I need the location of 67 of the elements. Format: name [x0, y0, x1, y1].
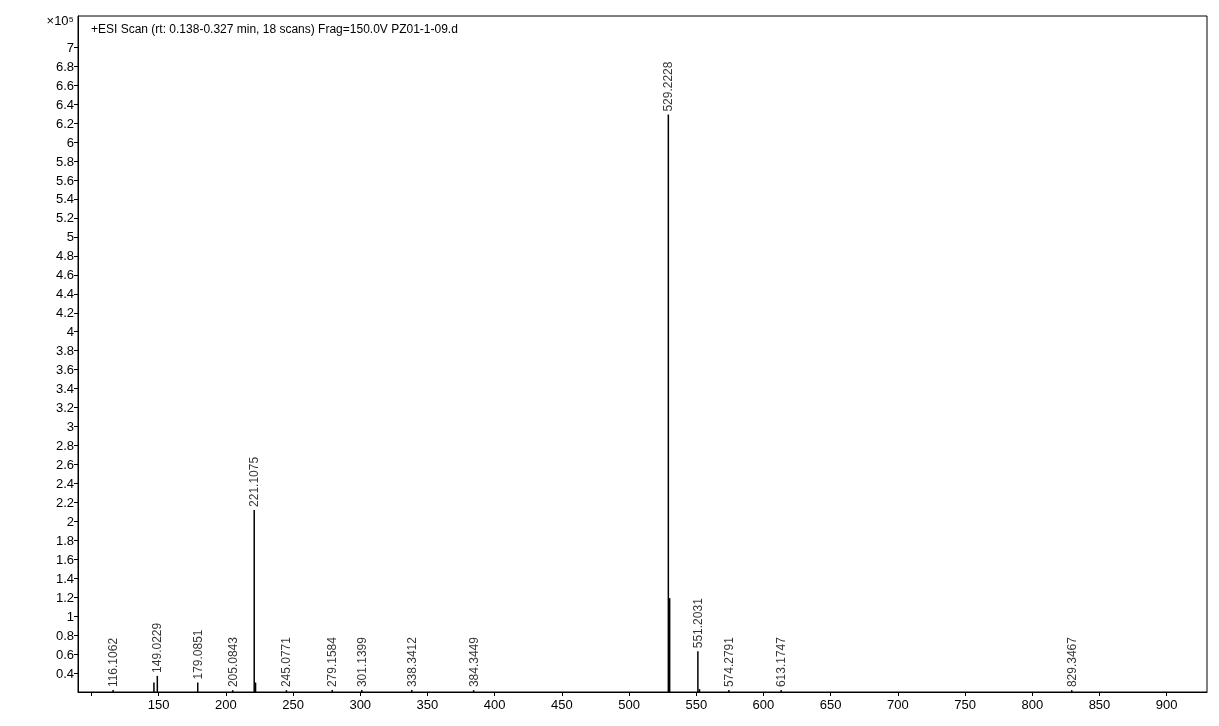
x-tick-label: 650	[819, 697, 842, 712]
x-tick-label: 900	[1155, 697, 1178, 712]
y-tick-label: 2.8	[55, 437, 74, 453]
y-tick-label: 5	[66, 229, 74, 245]
x-tick-label: 400	[483, 697, 506, 712]
x-tick-label: 150	[147, 697, 170, 712]
y-tick-label: 4.6	[55, 267, 74, 283]
annotation: 551.2031	[690, 597, 705, 649]
annotation: 574.2791	[721, 636, 736, 688]
y-tick-label: 6.6	[55, 77, 74, 93]
y-tick-label: 0.4	[55, 665, 74, 681]
annotation: 529.2228	[661, 61, 676, 112]
annotation: 205.0843	[225, 636, 240, 688]
y-tick-label: 3.4	[55, 381, 74, 397]
y-tick-label: 6.2	[55, 115, 74, 131]
y-axis-title: ×10⁵	[46, 13, 74, 28]
y-tick-label: 1.2	[55, 589, 74, 605]
x-tick-label: 200	[214, 697, 237, 712]
y-tick-label: 5.4	[55, 191, 74, 207]
annotation: 613.1747	[774, 636, 789, 688]
x-tick-label: 800	[1021, 697, 1044, 712]
y-tick-label: 4	[66, 324, 74, 340]
annotation: 384.3449	[466, 636, 481, 688]
x-tick-label: 700	[887, 697, 909, 712]
x-tick-label: 250	[282, 697, 304, 712]
y-tick-label: 1	[66, 608, 74, 624]
y-tick-label: 0.8	[55, 627, 74, 643]
y-tick-label: 6.4	[55, 96, 74, 112]
y-tick-label: 2.6	[55, 456, 74, 472]
y-tick-label: 1.4	[55, 570, 74, 586]
y-tick-label: 6.8	[55, 58, 74, 74]
annotation: 149.0229	[150, 622, 165, 673]
y-tick-label: 0.6	[55, 646, 74, 662]
annotation: 245.0771	[279, 636, 294, 688]
x-tick-label: 600	[752, 697, 775, 712]
text: +ESI Scan (rt: 0.138-0.327 min, 18 scans) Frag=150.0V PZ01-1-09.d	[91, 22, 458, 36]
y-tick-label: 1.6	[55, 551, 74, 567]
annotation: 221.1075	[247, 456, 262, 507]
y-tick-label: 4.2	[55, 305, 74, 321]
x-tick-label: 300	[349, 697, 372, 712]
y-tick-label: 2.4	[55, 475, 74, 491]
y-tick-label: 3.6	[55, 362, 74, 378]
y-tick-label: 5.2	[55, 210, 74, 226]
x-tick-label: 750	[954, 697, 976, 712]
annotation: 301.1399	[354, 636, 369, 688]
y-tick-label: 3.2	[55, 400, 74, 416]
x-tick-label: 450	[551, 697, 573, 712]
annotation: 829.3467	[1064, 636, 1079, 688]
y-tick-label: 7	[66, 39, 74, 55]
x-tick-label: 850	[1088, 697, 1111, 712]
y-tick-label: 5.8	[55, 153, 74, 169]
annotation: 116.1062	[106, 637, 121, 688]
y-tick-label: 6	[66, 134, 74, 150]
y-tick-label: 5.6	[55, 172, 74, 188]
y-tick-label: 3.8	[55, 343, 74, 359]
y-tick-label: 4.4	[55, 286, 74, 302]
x-tick-label: 350	[416, 697, 439, 712]
y-tick-label: 2.2	[55, 494, 74, 510]
y-tick-label: 4.8	[55, 248, 74, 264]
y-tick-label: 1.8	[55, 532, 74, 548]
annotation: 338.3412	[404, 636, 419, 688]
annotation: 279.1584	[325, 636, 340, 688]
y-tick-label: 3	[66, 419, 74, 435]
x-tick-label: 500	[618, 697, 640, 712]
annotation: 179.0851	[190, 629, 205, 680]
x-tick-label: 550	[685, 697, 708, 712]
y-tick-label: 2	[66, 513, 74, 529]
